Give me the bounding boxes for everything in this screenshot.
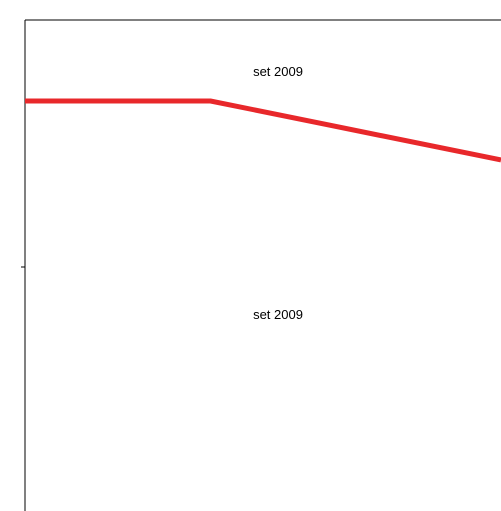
- series-layer: [25, 98, 501, 163]
- series-line-1: [25, 98, 501, 163]
- annotation-label-1: set 2009: [253, 64, 303, 79]
- annotation-label-2: set 2009: [253, 307, 303, 322]
- plot-frame: [21, 19, 501, 511]
